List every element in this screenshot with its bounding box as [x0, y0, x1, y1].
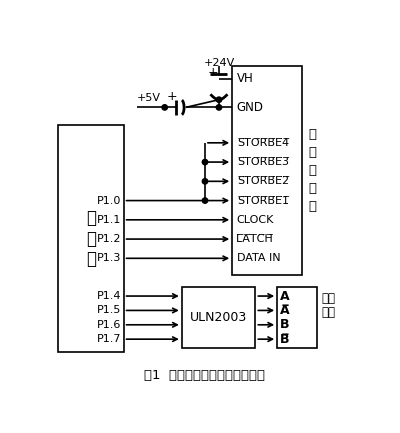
Text: 电机: 电机: [321, 306, 335, 319]
Text: 热
敏
打
印
头: 热 敏 打 印 头: [308, 128, 316, 213]
Text: P1.2: P1.2: [97, 234, 121, 244]
Circle shape: [216, 105, 222, 110]
Bar: [232, 66, 302, 275]
Text: ULN2003: ULN2003: [190, 311, 247, 324]
Text: +5V: +5V: [137, 93, 161, 103]
Text: A̅: A̅: [280, 304, 290, 317]
Text: L̅A̅T̅C̅H̅: L̅A̅T̅C̅H̅: [237, 234, 274, 244]
Text: DATA IN: DATA IN: [237, 253, 280, 263]
Text: P1.7: P1.7: [97, 334, 121, 344]
Text: CLOCK: CLOCK: [237, 215, 274, 225]
Text: P1.0: P1.0: [97, 196, 121, 206]
Text: S̅T̅O̅R̅B̅E̅4̅: S̅T̅O̅R̅B̅E̅4̅: [237, 138, 289, 148]
Text: P1.3: P1.3: [97, 253, 121, 263]
Text: A: A: [280, 290, 290, 303]
Text: 步进: 步进: [321, 292, 335, 305]
Text: P1.1: P1.1: [97, 215, 121, 225]
Text: B̅: B̅: [280, 333, 290, 346]
Text: P1.4: P1.4: [97, 291, 121, 301]
Text: B: B: [280, 318, 290, 331]
Text: S̅T̅O̅R̅B̅E̅2̅: S̅T̅O̅R̅B̅E̅2̅: [237, 176, 289, 186]
Text: +24V: +24V: [203, 58, 234, 68]
Text: S̅T̅O̅R̅B̅E̅3̅: S̅T̅O̅R̅B̅E̅3̅: [237, 157, 289, 167]
Bar: [277, 287, 317, 349]
Circle shape: [162, 105, 168, 110]
Text: VH: VH: [237, 72, 254, 85]
Text: P1.6: P1.6: [97, 320, 121, 330]
Circle shape: [202, 179, 208, 184]
Text: P1.5: P1.5: [97, 305, 121, 315]
Text: 单
片
机: 单 片 机: [86, 209, 96, 268]
Text: +: +: [166, 90, 177, 103]
Text: GND: GND: [237, 101, 264, 114]
Bar: [182, 287, 255, 349]
Bar: [58, 125, 124, 352]
Circle shape: [202, 198, 208, 203]
Circle shape: [216, 97, 222, 102]
Text: S̅T̅O̅R̅B̅E̅1̅: S̅T̅O̅R̅B̅E̅1̅: [237, 196, 289, 206]
Circle shape: [202, 159, 208, 165]
Text: +: +: [208, 66, 219, 79]
Text: 图1  单片机与打印机的接口设计: 图1 单片机与打印机的接口设计: [144, 369, 266, 382]
